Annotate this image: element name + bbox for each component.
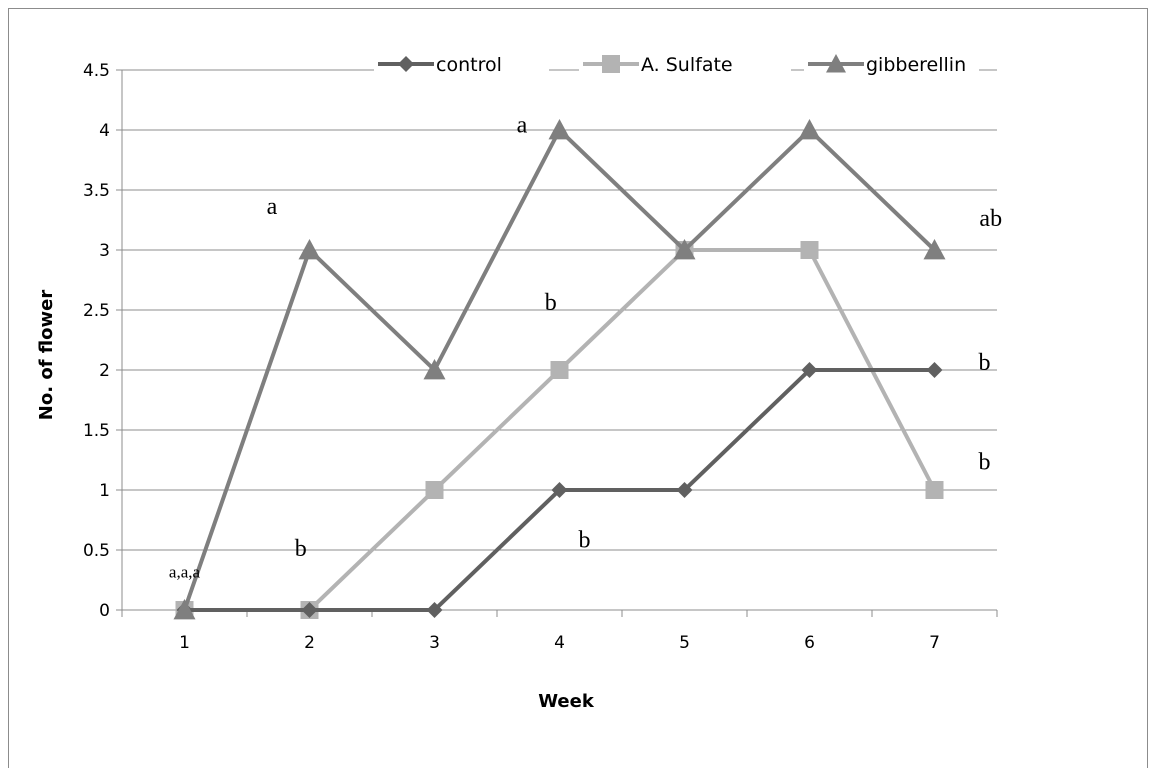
data-point [426, 602, 443, 618]
y-tick-label: 4.5 [83, 61, 110, 81]
annotation-label: b [979, 450, 991, 476]
annotation-label: a [267, 194, 278, 220]
data-point [425, 481, 444, 499]
x-axis-title: Week [538, 691, 595, 712]
y-tick-label: 1.5 [83, 421, 110, 441]
data-point [798, 119, 821, 140]
y-tick-label: 2 [99, 361, 110, 381]
data-point [925, 481, 944, 499]
x-tick-label: 5 [679, 633, 690, 653]
y-axis-title: No. of flower [36, 290, 57, 421]
legend-marker [826, 54, 846, 73]
data-point [301, 602, 318, 618]
y-tick-label: 0 [99, 601, 110, 621]
data-point [548, 119, 571, 140]
data-point [923, 239, 946, 260]
annotation-label: a,a,a [169, 563, 201, 582]
legend-label: control [436, 54, 502, 76]
annotation-label: b [295, 536, 307, 562]
annotation-label: ab [979, 206, 1002, 232]
series-gibberellin [173, 119, 946, 620]
legend-label: A. Sulfate [641, 54, 733, 76]
data-point [800, 241, 819, 259]
legend-label: gibberellin [866, 54, 966, 76]
data-point [801, 362, 818, 378]
y-tick-label: 4 [99, 121, 110, 141]
legend-marker [398, 56, 414, 72]
data-point [298, 239, 321, 260]
legend-marker [602, 55, 620, 73]
legend: control A. Sulfate gibberellin [374, 48, 979, 76]
x-tick-label: 1 [179, 633, 190, 653]
legend-item: A. Sulfate [579, 48, 791, 76]
x-tick-label: 7 [929, 633, 940, 653]
annotation-label: b [545, 290, 557, 316]
data-point [673, 239, 696, 260]
data-point [551, 482, 568, 498]
y-tick-label: 2.5 [83, 301, 110, 321]
annotation-label: a [517, 112, 528, 138]
y-tick-label: 3 [99, 241, 110, 261]
axes: 0 0.5 1 1.5 2 2.5 3 3.5 4 4.5 1 2 3 4 5 6 7 [83, 61, 998, 653]
x-tick-label: 2 [304, 633, 315, 653]
legend-item: gibberellin [804, 48, 979, 76]
y-tick-label: 0.5 [83, 541, 110, 561]
annotation-label: b [579, 528, 591, 554]
data-point [550, 361, 569, 379]
chart-frame [8, 8, 1148, 768]
annotation-label: b [979, 350, 991, 376]
x-tick-label: 4 [554, 633, 565, 653]
y-tick-label: 3.5 [83, 181, 110, 201]
data-point [676, 482, 693, 498]
data-point [423, 359, 446, 380]
y-tick-label: 1 [99, 481, 110, 501]
data-point [173, 599, 196, 620]
legend-item: control [374, 48, 549, 76]
series-group [173, 119, 946, 620]
data-point [926, 362, 943, 378]
x-tick-label: 6 [804, 633, 815, 653]
x-tick-label: 3 [429, 633, 440, 653]
gridlines [122, 69, 997, 551]
